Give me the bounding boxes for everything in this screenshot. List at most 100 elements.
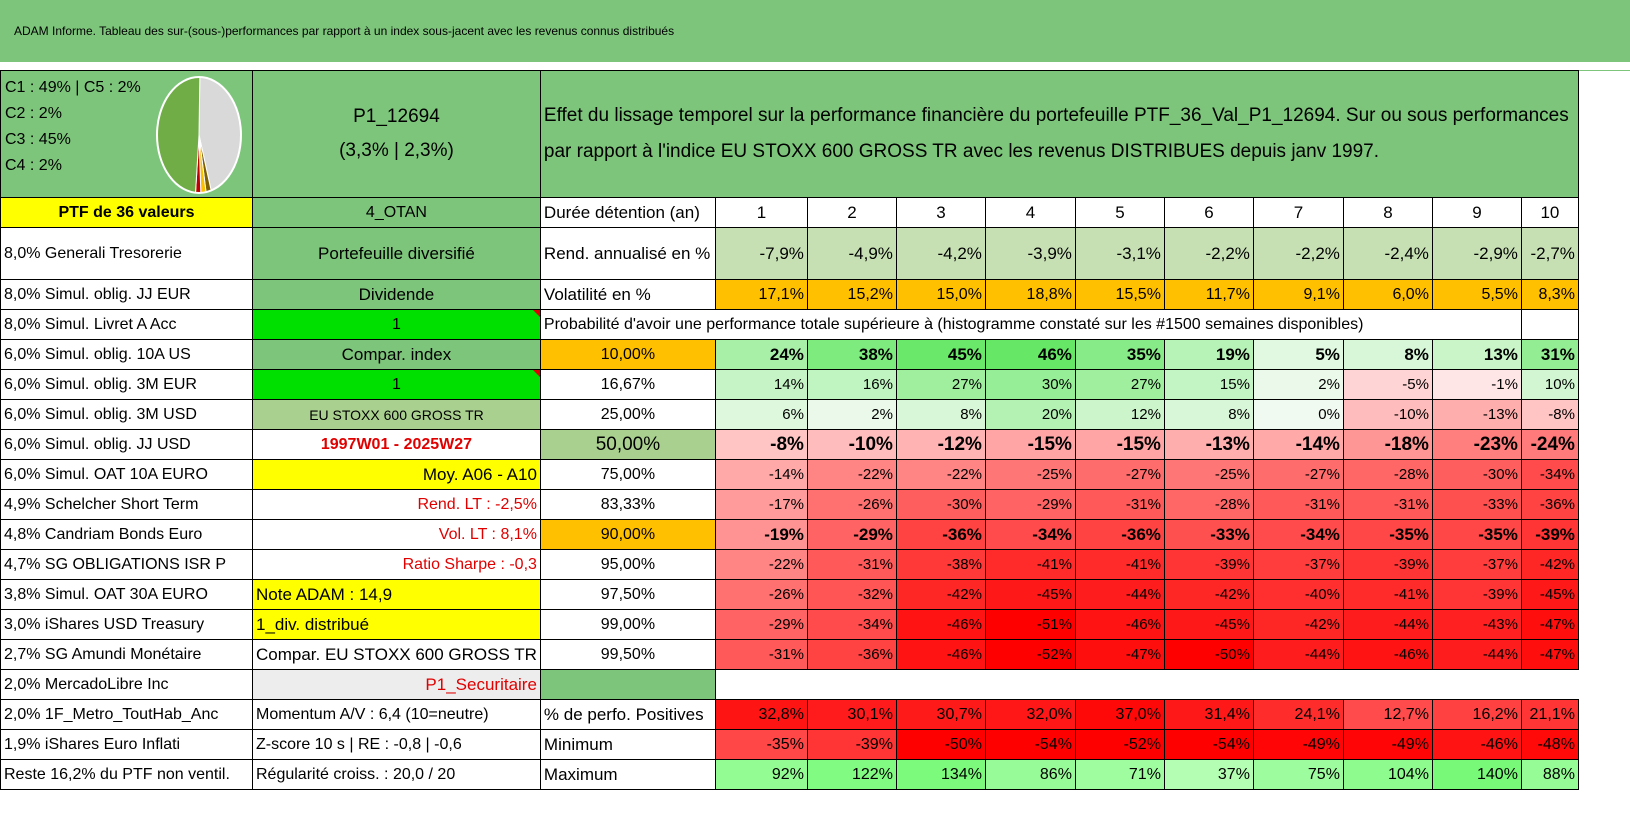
annual-return-value: -3,1% [1074,227,1165,280]
duration-label: Durée détention (an) [539,197,716,228]
table-row: PTF de 36 valeurs 4_OTAN Durée détention (… [0,197,1579,228]
quantile-threshold: 10,00% [539,339,716,370]
quantile-value: -36% [806,639,897,670]
quantile-value: 8% [895,399,986,430]
table-row: 6,0% Simul. oblig. 3M EUR 1 16,67% 14% 16% 27… [0,369,1579,400]
regularity-label: Régularité croiss. : 20,0 / 20 [252,759,541,790]
quantile-value: -29% [714,609,808,640]
positive-value: 21,1% [1520,699,1579,730]
quantile-value: -37% [1252,549,1344,580]
portfolio-cell: P1_12694 (3,3% | 2,3%) [252,70,541,198]
positive-value: 37,0% [1074,699,1165,730]
quantile-value: -25% [1163,459,1254,490]
quantile-value: -46% [895,639,986,670]
minimum-value: -49% [1252,729,1344,760]
quantile-value: -32% [806,579,897,610]
minimum-value: -49% [1342,729,1433,760]
maximum-value: 88% [1520,759,1579,790]
quantile-value: -31% [806,549,897,580]
annual-return-value: -3,9% [984,227,1076,280]
quantile-value: -10% [1342,399,1433,430]
long-term-volatility: Vol. LT : 8,1% [252,519,541,550]
quantile-value: 13% [1431,339,1522,370]
quantile-value: 14% [714,369,808,400]
year-header: 6 [1163,197,1254,228]
empty-cell [715,670,1578,700]
quantile-value: -22% [714,549,808,580]
annual-return-value: -4,9% [806,227,897,280]
quantile-value: -31% [1342,489,1433,520]
positive-value: 12,7% [1342,699,1433,730]
quantile-value: -44% [1342,609,1433,640]
performance-table: C1 : 49% | C5 : 2% C2 : 2% C3 : 45% C4 :… [0,70,1579,790]
holding-item: 6,0% Simul. OAT 10A EURO [0,459,253,490]
holding-item: 6,0% Simul. oblig. 10A US [0,339,253,370]
quantile-value: -22% [806,459,897,490]
long-term-return: Rend. LT : -2,5% [252,489,541,520]
quantile-value: -28% [1342,459,1433,490]
quantile-value: 8% [1342,339,1433,370]
quantile-value: -41% [1074,549,1165,580]
table-row: 1,9% iShares Euro Inflati Z-score 10 s | … [0,729,1579,760]
quantile-value: -40% [1252,579,1344,610]
quantile-value: -8% [1520,399,1579,430]
quantile-value: -25% [984,459,1076,490]
minimum-value: -54% [1163,729,1254,760]
volatility-value: 8,3% [1520,279,1579,310]
holding-item: 8,0% Simul. oblig. JJ EUR [0,279,253,310]
portfolio-header: PTF de 36 valeurs [0,197,253,228]
portfolio-perf: (3,3% | 2,3%) [339,140,454,161]
quantile-value: -33% [1431,489,1522,520]
quantile-value: -31% [1074,489,1165,520]
quantile-value: -18% [1342,429,1433,460]
annual-return-value: -7,9% [714,227,808,280]
holding-item: 2,7% SG Amundi Monétaire [0,639,253,670]
quantile-value: -39% [1342,549,1433,580]
quantile-threshold: 50,00% [539,429,716,460]
quantile-value: 38% [806,339,897,370]
holding-item: 6,0% Simul. oblig. 3M USD [0,399,253,430]
annual-return-value: -2,2% [1163,227,1254,280]
table-row: 8,0% Simul. Livret A Acc 1 Probabilité d'a… [0,309,1579,340]
volatility-value: 15,5% [1074,279,1165,310]
quantile-value: -46% [1342,639,1433,670]
compare-index-label: Compar. index [252,339,541,370]
table-row: 6,0% Simul. OAT 10A EURO Moy. A06 - A10 75… [0,459,1579,490]
holding-item: 4,9% Schelcher Short Term [0,489,253,520]
option-value: 1 [252,309,541,340]
maximum-value: 75% [1252,759,1344,790]
quantile-value: -52% [984,639,1076,670]
quantile-value: 10% [1520,369,1579,400]
quantile-value: -34% [984,519,1076,550]
adam-rating: Note ADAM : 14,9 [252,579,541,610]
year-header: 1 [714,197,808,228]
description-text: Effet du lissage temporel sur la perform… [543,105,1569,162]
table-row: 6,0% Simul. oblig. 10A US Compar. index 10… [0,339,1579,370]
quantile-value: -34% [806,609,897,640]
quantile-value: -22% [895,459,986,490]
quantile-value: -36% [1520,489,1579,520]
quantile-value: -30% [1431,459,1522,490]
report-title: ADAM Informe. Tableau des sur-(sous-)per… [0,0,1630,62]
minimum-value: -52% [1074,729,1165,760]
holding-item: Reste 16,2% du PTF non ventil. [0,759,253,790]
pie-outline [156,76,242,194]
quantile-value: -13% [1431,399,1522,430]
maximum-label: Maximum [539,759,716,790]
maximum-value: 86% [984,759,1076,790]
legend-line: C1 : 49% | C5 : 2% [5,79,141,96]
positive-value: 31,4% [1163,699,1254,730]
portfolio-type-label: Portefeuille diversifié [252,227,541,280]
quantile-value: 16% [806,369,897,400]
minimum-value: -54% [984,729,1076,760]
volatility-value: 5,5% [1431,279,1522,310]
quantile-value: -35% [1342,519,1433,550]
quantile-value: -34% [1520,459,1579,490]
annual-return-value: -2,7% [1520,227,1579,280]
quantile-value: -15% [1074,429,1165,460]
quantile-value: -31% [714,639,808,670]
quantile-value: -39% [1163,549,1254,580]
positive-value: 16,2% [1431,699,1522,730]
holding-item: 2,0% MercadoLibre Inc [0,669,253,700]
table-row: 2,0% MercadoLibre Inc P1_Securitaire [0,669,1579,700]
